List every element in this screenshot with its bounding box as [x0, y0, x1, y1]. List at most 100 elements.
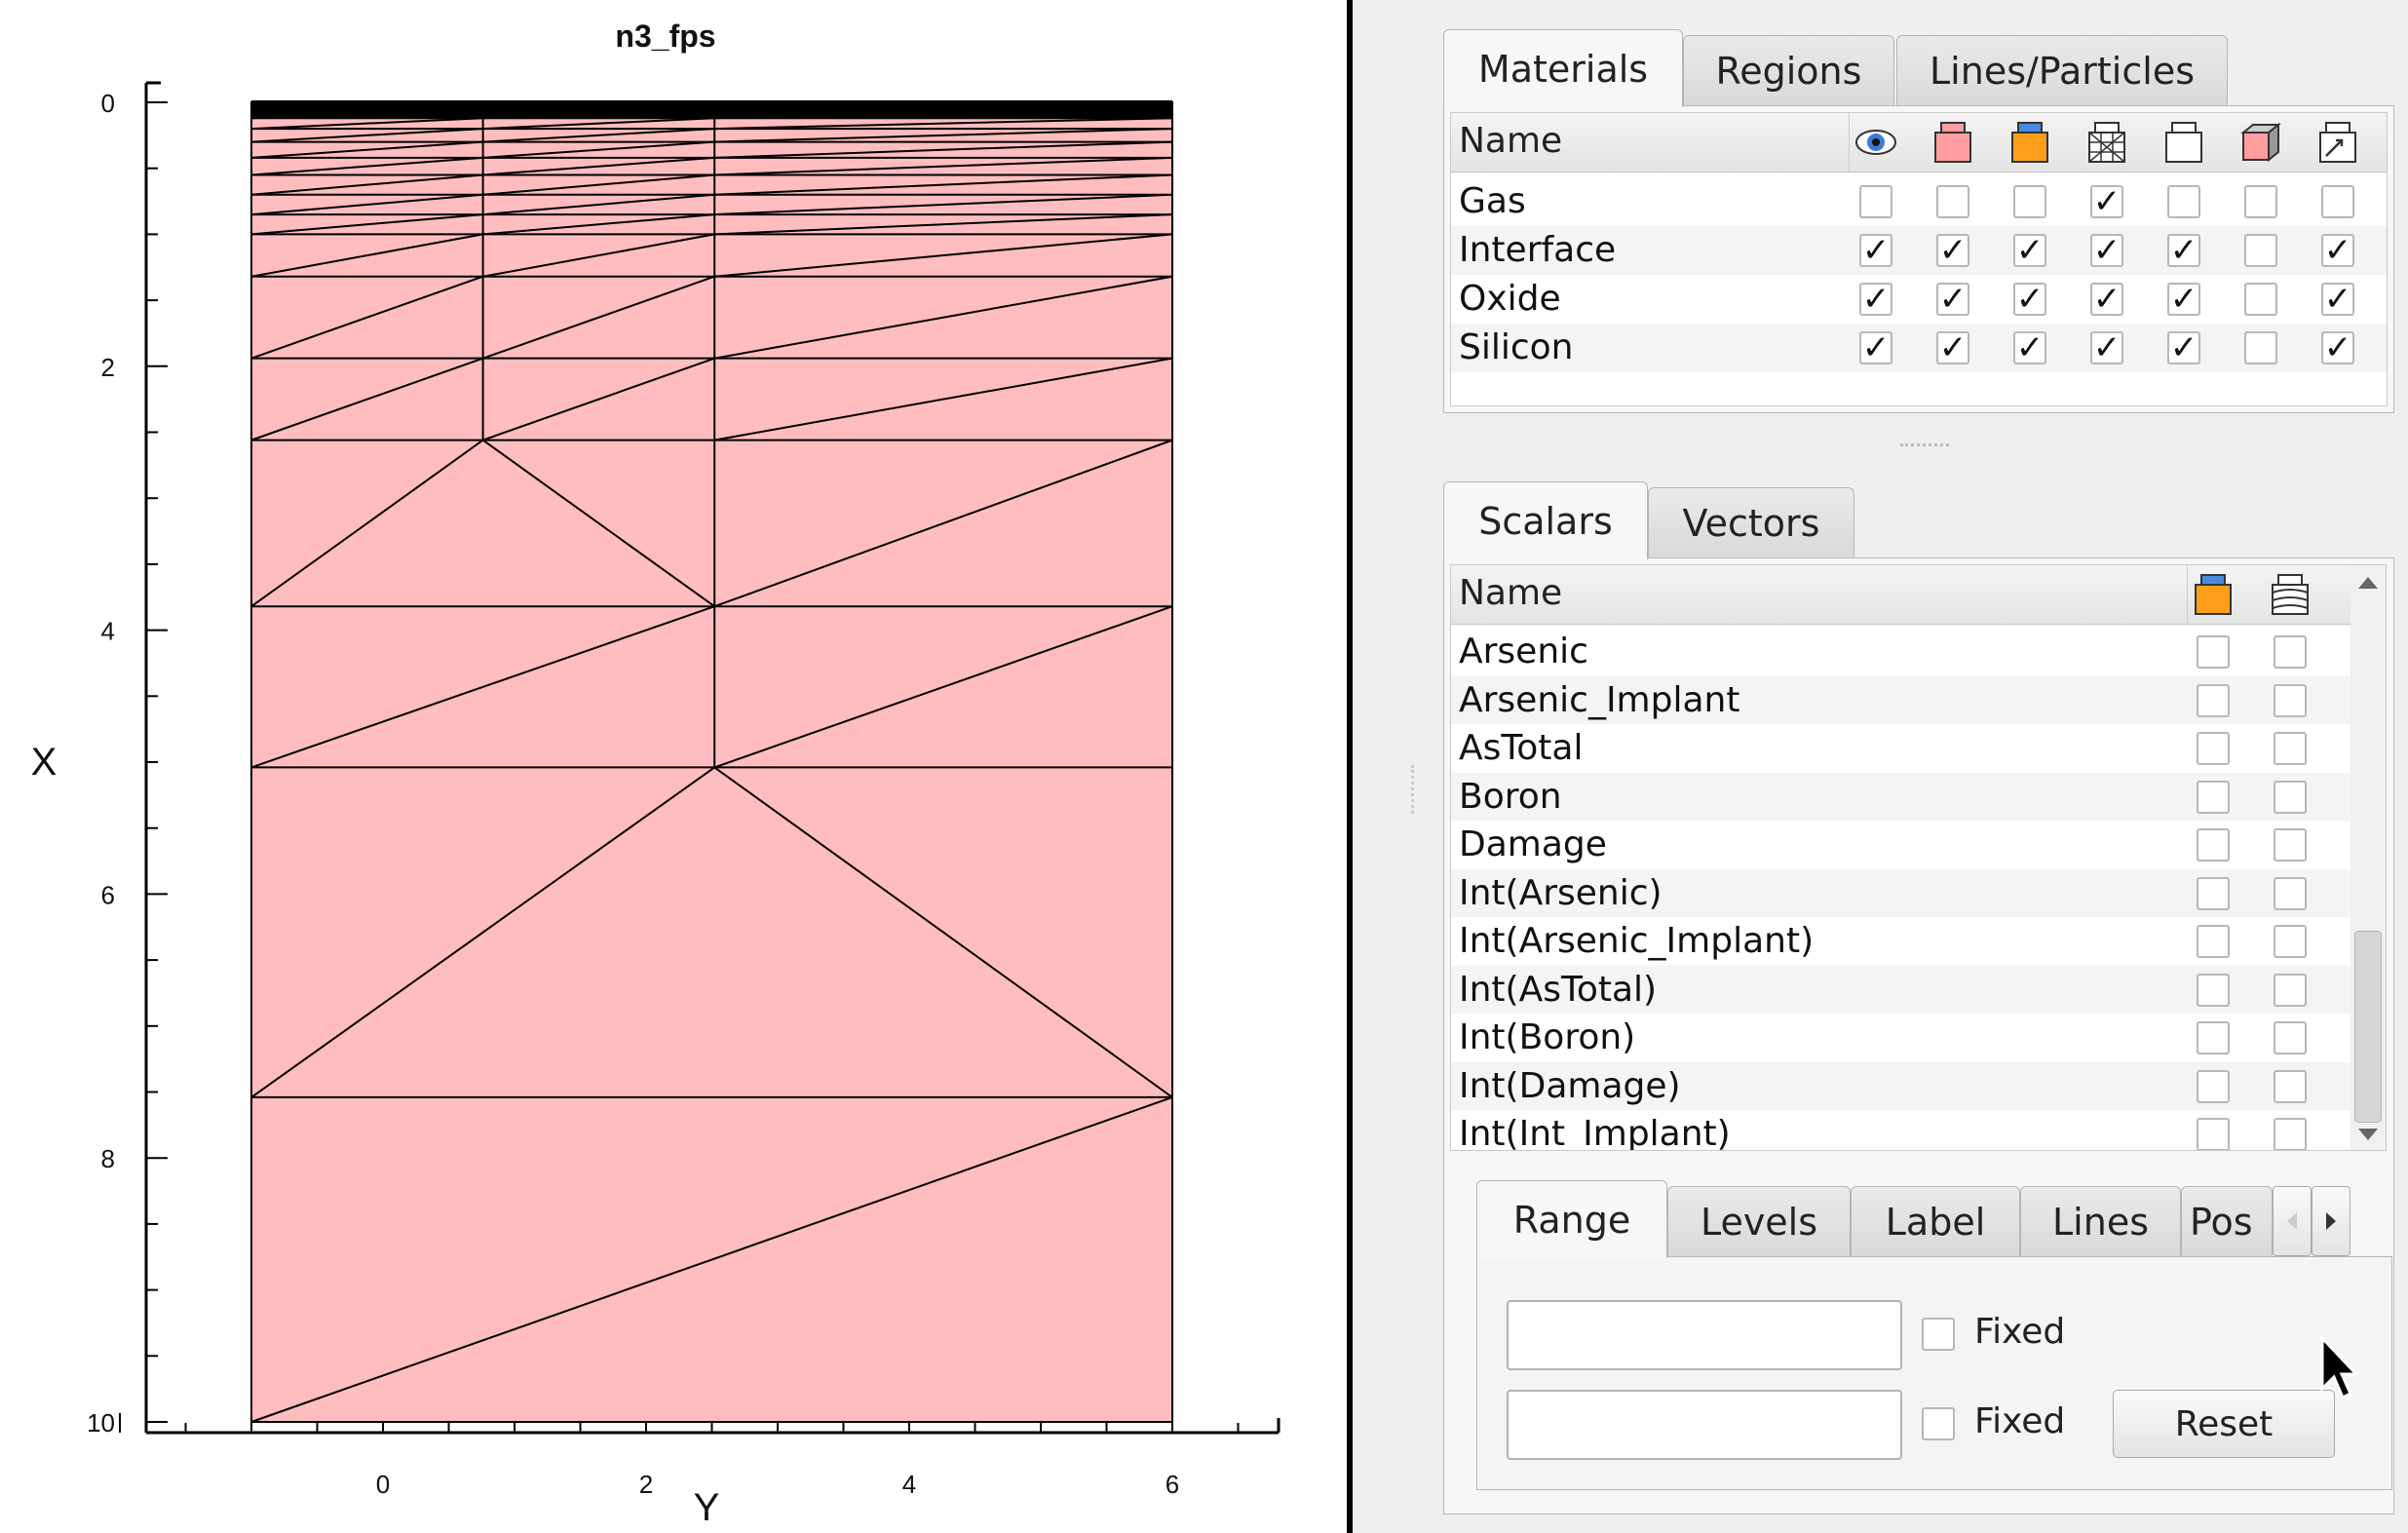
- material-checkbox[interactable]: ✓: [1859, 283, 1892, 316]
- label-icon[interactable]: [2316, 119, 2359, 166]
- fixed-checkbox-2[interactable]: [1922, 1407, 1955, 1440]
- scalar-checkbox[interactable]: [2197, 635, 2230, 669]
- scalar-row[interactable]: Arsenic: [1451, 628, 2351, 675]
- scroll-up-arrow-icon[interactable]: [2358, 577, 2378, 589]
- reset-button[interactable]: Reset: [2113, 1390, 2335, 1458]
- material-checkbox[interactable]: ✓: [2167, 331, 2200, 364]
- material-checkbox[interactable]: ✓: [2167, 283, 2200, 316]
- scalar-row[interactable]: Int(Arsenic): [1451, 868, 2351, 917]
- splitter-handle[interactable]: [1900, 443, 1949, 450]
- material-checkbox[interactable]: [1936, 185, 1969, 218]
- material-checkbox[interactable]: [2321, 185, 2354, 218]
- scalar-checkbox[interactable]: [2274, 1069, 2307, 1103]
- material-row[interactable]: Oxide ✓ ✓ ✓ ✓ ✓ ✓: [1451, 275, 2387, 324]
- scalar-checkbox[interactable]: [2197, 1069, 2230, 1103]
- material-checkbox[interactable]: ✓: [2090, 331, 2123, 364]
- scalar-row[interactable]: Int(Boron): [1451, 1014, 2351, 1061]
- range-max-input[interactable]: [1507, 1390, 1902, 1460]
- tab-label[interactable]: Label: [1851, 1186, 2020, 1256]
- scalar-row[interactable]: AsTotal: [1451, 724, 2351, 772]
- material-checkbox[interactable]: ✓: [1936, 331, 1969, 364]
- tab-regions[interactable]: Regions: [1683, 35, 1894, 105]
- material-checkbox[interactable]: ✓: [1859, 331, 1892, 364]
- tab-vectors[interactable]: Vectors: [1648, 487, 1854, 557]
- material-checkbox[interactable]: ✓: [1859, 234, 1892, 267]
- fixed-checkbox-1[interactable]: [1922, 1318, 1955, 1351]
- scalar-checkbox[interactable]: [2274, 683, 2307, 717]
- scalar-checkbox[interactable]: [2274, 876, 2307, 910]
- scalar-checkbox[interactable]: [2197, 925, 2230, 958]
- scalar-checkbox[interactable]: [2274, 925, 2307, 958]
- tab-scalars[interactable]: Scalars: [1443, 481, 1648, 559]
- tab-scroll-left-button[interactable]: [2273, 1186, 2312, 1256]
- material-checkbox[interactable]: ✓: [2090, 283, 2123, 316]
- scalar-row[interactable]: Int(Int_Implant): [1451, 1110, 2351, 1150]
- tab-range[interactable]: Range: [1476, 1180, 1667, 1258]
- material-checkbox[interactable]: [2013, 185, 2046, 218]
- material-checkbox[interactable]: [2244, 283, 2277, 316]
- scalar-checkbox[interactable]: [2197, 732, 2230, 765]
- splitter-handle-vertical[interactable]: [1411, 765, 1418, 814]
- fill-icon[interactable]: [1931, 119, 1974, 166]
- scalar-row[interactable]: Int(AsTotal): [1451, 965, 2351, 1014]
- material-checkbox[interactable]: ✓: [2321, 234, 2354, 267]
- material-checkbox[interactable]: ✓: [2167, 234, 2200, 267]
- y-tick-label: 0: [101, 89, 115, 118]
- tab-scroll-right-button[interactable]: [2312, 1186, 2351, 1256]
- scalar-checkbox[interactable]: [2274, 1118, 2307, 1150]
- scalars-scrollbar[interactable]: [2351, 564, 2387, 1151]
- mesh-icon[interactable]: [2085, 119, 2128, 166]
- material-checkbox[interactable]: [1859, 185, 1892, 218]
- orange-fill-icon[interactable]: [2192, 571, 2235, 618]
- box-3d-icon[interactable]: [2239, 119, 2282, 166]
- scalar-checkbox[interactable]: [2197, 1118, 2230, 1150]
- material-checkbox[interactable]: [2244, 185, 2277, 218]
- material-checkbox[interactable]: ✓: [2013, 283, 2046, 316]
- scalar-row[interactable]: Damage: [1451, 821, 2351, 868]
- material-checkbox[interactable]: ✓: [2013, 331, 2046, 364]
- material-row[interactable]: Silicon ✓ ✓ ✓ ✓ ✓ ✓: [1451, 324, 2387, 372]
- scalar-row[interactable]: Boron: [1451, 772, 2351, 821]
- scalar-checkbox[interactable]: [2197, 1021, 2230, 1054]
- outline-icon[interactable]: [2162, 119, 2205, 166]
- range-min-input[interactable]: [1507, 1300, 1902, 1370]
- tab-lines[interactable]: Lines: [2020, 1186, 2181, 1256]
- material-row[interactable]: Interface ✓ ✓ ✓ ✓ ✓ ✓: [1451, 226, 2387, 275]
- material-checkbox[interactable]: ✓: [2013, 234, 2046, 267]
- material-checkbox[interactable]: [2244, 234, 2277, 267]
- scalar-checkbox[interactable]: [2197, 828, 2230, 862]
- tab-lines-particles[interactable]: Lines/Particles: [1896, 35, 2228, 105]
- scalar-row[interactable]: Arsenic_Implant: [1451, 675, 2351, 724]
- scalar-checkbox[interactable]: [2274, 732, 2307, 765]
- scalar-checkbox[interactable]: [2274, 973, 2307, 1007]
- eye-icon[interactable]: [1854, 121, 1897, 164]
- tab-pos[interactable]: Pos: [2181, 1186, 2273, 1256]
- orange-fill-icon[interactable]: [2008, 119, 2051, 166]
- material-checkbox[interactable]: ✓: [1936, 234, 1969, 267]
- scalar-checkbox[interactable]: [2274, 780, 2307, 814]
- scalar-checkbox[interactable]: [2274, 828, 2307, 862]
- scalar-checkbox[interactable]: [2274, 635, 2307, 669]
- material-checkbox[interactable]: ✓: [1936, 283, 1969, 316]
- material-checkbox[interactable]: [2244, 331, 2277, 364]
- mesh-plot[interactable]: n3_fps X Y 0 2 4 6 8 10 0 2 4 6: [0, 0, 1347, 1533]
- tab-materials[interactable]: Materials: [1443, 29, 1683, 107]
- tab-levels[interactable]: Levels: [1667, 1186, 1851, 1256]
- material-row[interactable]: Gas ✓: [1451, 177, 2387, 226]
- scalar-checkbox[interactable]: [2197, 973, 2230, 1007]
- material-checkbox[interactable]: [2167, 185, 2200, 218]
- plot-area[interactable]: n3_fps X Y 0 2 4 6 8 10 0 2 4 6: [0, 0, 1347, 1533]
- scalar-checkbox[interactable]: [2197, 876, 2230, 910]
- scalar-checkbox[interactable]: [2197, 683, 2230, 717]
- scalar-row[interactable]: Int(Arsenic_Implant): [1451, 917, 2351, 965]
- scroll-down-arrow-icon[interactable]: [2358, 1129, 2378, 1140]
- scalar-checkbox[interactable]: [2197, 780, 2230, 814]
- material-checkbox[interactable]: ✓: [2090, 234, 2123, 267]
- scrollbar-thumb[interactable]: [2354, 931, 2382, 1123]
- material-checkbox[interactable]: ✓: [2090, 185, 2123, 218]
- scalar-row[interactable]: Int(Damage): [1451, 1061, 2351, 1110]
- scalar-checkbox[interactable]: [2274, 1021, 2307, 1054]
- material-checkbox[interactable]: ✓: [2321, 283, 2354, 316]
- contour-icon[interactable]: [2269, 571, 2312, 618]
- material-checkbox[interactable]: ✓: [2321, 331, 2354, 364]
